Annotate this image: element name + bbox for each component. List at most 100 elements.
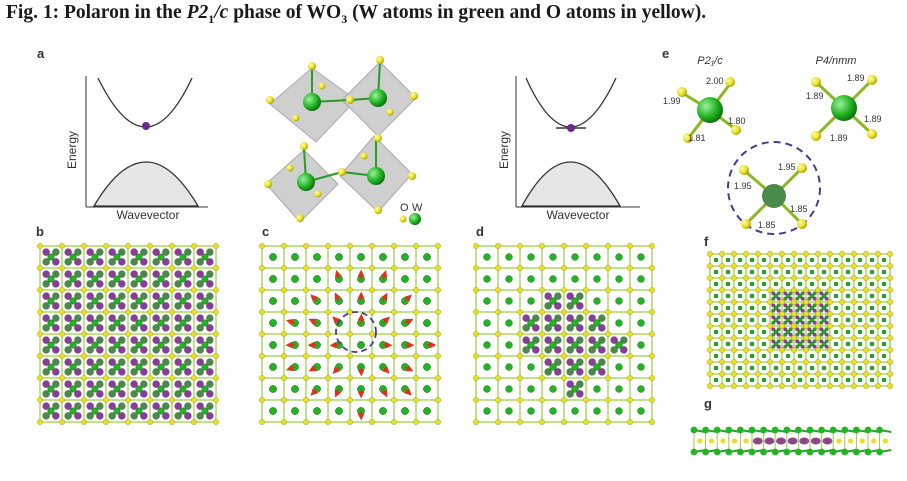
polaron-lobe: [86, 258, 94, 266]
polaron-lobe: [52, 412, 60, 420]
polaron-lobe: [783, 315, 788, 320]
polaron-lobe: [96, 270, 104, 278]
polaron-lobe: [52, 346, 60, 354]
w-atom: [179, 319, 187, 327]
w-atom: [809, 293, 815, 299]
o-atom: [803, 347, 809, 353]
w-atom: [737, 377, 743, 383]
displacement-arrow: [310, 388, 318, 396]
polaron-lobe: [554, 358, 562, 366]
o-atom: [259, 287, 265, 293]
w-atom: [615, 297, 623, 305]
polaron-lobe: [52, 358, 60, 366]
w-atom: [869, 365, 875, 371]
o-atom: [767, 311, 773, 317]
o-atom: [839, 299, 845, 305]
o-atom: [791, 335, 797, 341]
o-atom: [413, 331, 419, 337]
w-atom: [857, 365, 863, 371]
polaron-lobe: [566, 346, 574, 354]
w-atom: [797, 281, 803, 287]
o-atom: [281, 331, 287, 337]
w-atom: [637, 275, 645, 283]
o-atom: [875, 347, 881, 353]
o-atom: [779, 323, 785, 329]
polaron-lobe: [108, 336, 116, 344]
band-right-valence: [520, 161, 622, 207]
polaron-lobe: [74, 270, 82, 278]
o-atom: [791, 311, 797, 317]
w-atom: [47, 363, 55, 371]
polaron-lobe: [206, 412, 214, 420]
o-atom: [851, 311, 857, 317]
polaron-lobe: [206, 302, 214, 310]
polaron-lobe: [74, 314, 82, 322]
bond-length: 1.80: [728, 116, 746, 126]
w-atom: [749, 317, 755, 323]
o-atom: [325, 331, 331, 337]
polaron-lobe: [795, 303, 800, 308]
o-atom: [755, 335, 761, 341]
o-atom: [803, 359, 809, 365]
o-atom: [649, 419, 655, 425]
polaron-lobe: [812, 308, 817, 313]
w-atom: [869, 293, 875, 299]
polaron-lobe: [174, 336, 182, 344]
polaron-lobe: [108, 248, 116, 256]
o-atom: [649, 375, 655, 381]
polaron-lobe: [206, 390, 214, 398]
o-atom: [605, 331, 611, 337]
w-atom: [818, 426, 825, 434]
polaron-lobe: [196, 412, 204, 420]
o-atom: [583, 419, 589, 425]
o-atom: [755, 263, 761, 269]
o-atom: [827, 263, 833, 269]
o-atom: [259, 375, 265, 381]
polaron-lobe: [783, 332, 788, 337]
o-atom: [303, 265, 309, 271]
polaron-lobe: [86, 390, 94, 398]
polaron-lobe: [206, 258, 214, 266]
o-atom: [347, 331, 353, 337]
electron-marker: [142, 122, 150, 130]
polaron-lobe: [522, 346, 530, 354]
polaron-lobe: [184, 258, 192, 266]
w-atom: [749, 281, 755, 287]
w-atom: [179, 385, 187, 393]
w-atom: [571, 363, 579, 371]
w-atom: [857, 293, 863, 299]
o-atom: [755, 275, 761, 281]
polaron-lobe: [544, 358, 552, 366]
o-atom: [779, 287, 785, 293]
w-atom: [869, 281, 875, 287]
w-atom: [505, 275, 513, 283]
o-atom: [37, 375, 43, 381]
w-atom: [725, 305, 731, 311]
o-atom: [325, 353, 331, 359]
polaron-lobe: [824, 308, 829, 313]
o-atom: [815, 347, 821, 353]
polaron-lobe: [800, 291, 805, 296]
w-atom: [821, 329, 827, 335]
w-atom: [47, 275, 55, 283]
polaron-lobe: [783, 344, 788, 349]
o-atom: [743, 299, 749, 305]
polaron-lobe: [130, 314, 138, 322]
polaron-lobe: [771, 315, 776, 320]
o-atom: [37, 397, 43, 403]
w-atom: [785, 293, 791, 299]
o-atom: [147, 353, 153, 359]
o-atom: [707, 323, 713, 329]
o-atom: [391, 375, 397, 381]
polaron-lobe: [108, 324, 116, 332]
o-atom: [863, 275, 869, 281]
w-atom: [783, 426, 791, 434]
o-atom: [147, 265, 153, 271]
polaron-lobe: [566, 368, 574, 376]
o-atom: [325, 265, 331, 271]
polaron-lobe: [776, 315, 781, 320]
w-atom: [821, 341, 827, 347]
w-atom: [313, 253, 321, 261]
polaron-lobe: [771, 344, 776, 349]
polaron-lobe: [576, 302, 584, 310]
